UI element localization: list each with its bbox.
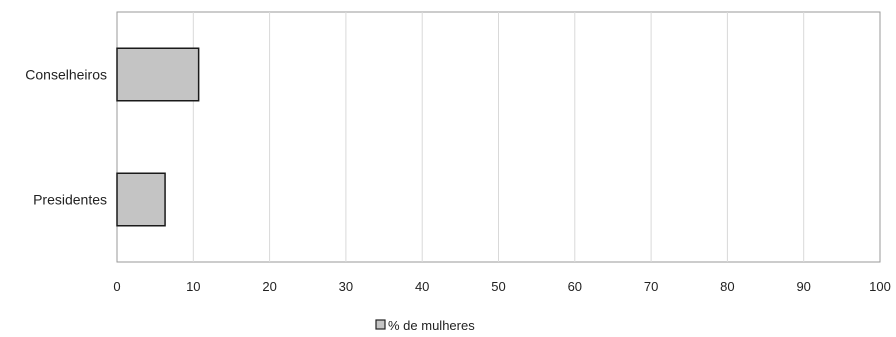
bar [116, 172, 166, 227]
x-tick-label: 90 [796, 279, 810, 294]
category-labels: Conselheiros Presidentes [25, 67, 107, 208]
x-tick-label: 30 [339, 279, 353, 294]
category-label: Conselheiros [25, 67, 107, 83]
x-tick-label: 20 [262, 279, 276, 294]
x-tick-label: 50 [491, 279, 505, 294]
x-tick-label: 40 [415, 279, 429, 294]
legend: % de mulheres [375, 318, 475, 333]
legend-swatch [375, 319, 386, 330]
bar [116, 47, 200, 102]
x-tick-label: 60 [568, 279, 582, 294]
legend-label: % de mulheres [388, 318, 475, 333]
x-tick-label: 0 [113, 279, 120, 294]
x-tick-labels: 0 10 20 30 40 50 60 70 80 90 100 [113, 279, 890, 294]
category-label: Presidentes [33, 192, 107, 208]
x-tick-label: 80 [720, 279, 734, 294]
x-tick-label: 100 [869, 279, 891, 294]
x-tick-label: 10 [186, 279, 200, 294]
bars [116, 47, 200, 227]
x-tick-label: 70 [644, 279, 658, 294]
